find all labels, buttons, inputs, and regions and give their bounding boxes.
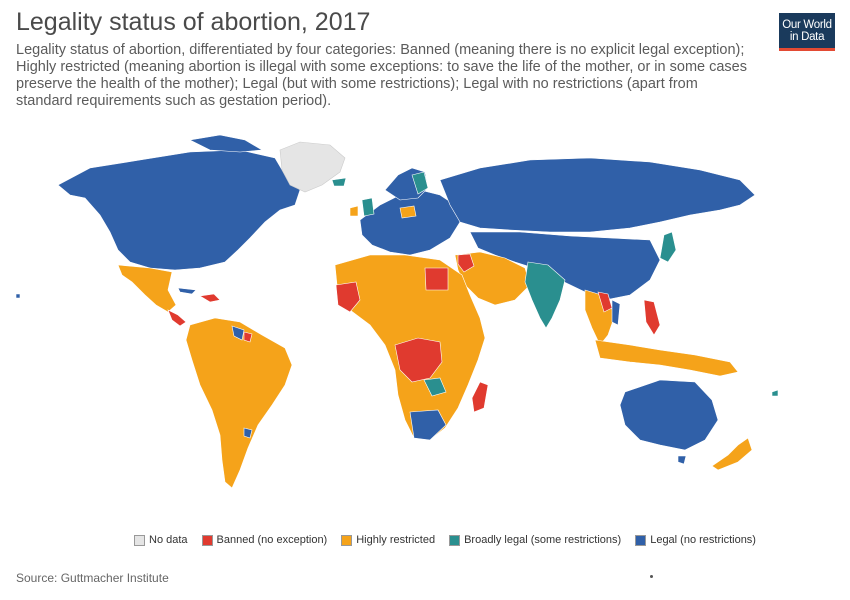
region-western-sahara[interactable] xyxy=(335,281,361,313)
region-canada-islands[interactable] xyxy=(189,134,263,153)
legend-swatch xyxy=(341,534,353,546)
legend-label: No data xyxy=(149,534,188,546)
region-greenland[interactable] xyxy=(279,141,346,193)
region-poland[interactable] xyxy=(399,205,417,219)
map-legend: No data Banned (no exception) Highly res… xyxy=(134,534,756,546)
region-uruguay[interactable] xyxy=(243,427,253,439)
decorative-dot xyxy=(650,575,653,578)
logo-line-2: in Data xyxy=(789,31,825,43)
region-caribbean[interactable] xyxy=(199,293,221,303)
region-indonesia[interactable] xyxy=(594,339,739,377)
region-japan[interactable] xyxy=(659,231,677,263)
region-india[interactable] xyxy=(524,261,566,329)
legend-label: Banned (no exception) xyxy=(216,534,328,546)
legend-item-no-data[interactable]: No data xyxy=(134,534,188,546)
region-egypt[interactable] xyxy=(424,267,449,291)
world-map xyxy=(15,134,779,489)
region-iraq[interactable] xyxy=(457,253,475,273)
region-south-africa[interactable] xyxy=(409,409,447,441)
region-south-america[interactable] xyxy=(185,317,293,489)
source-note: Source: Guttmacher Institute xyxy=(16,571,169,585)
region-russia[interactable] xyxy=(439,157,756,233)
region-iceland[interactable] xyxy=(331,177,347,187)
owid-logo[interactable]: Our World in Data xyxy=(779,13,835,51)
region-central-africa[interactable] xyxy=(394,337,443,383)
region-zambia[interactable] xyxy=(423,377,447,397)
region-finland[interactable] xyxy=(411,171,429,195)
chart-subtitle: Legality status of abortion, differentia… xyxy=(16,42,747,109)
legend-item-highly-restricted[interactable]: Highly restricted xyxy=(341,534,435,546)
legend-swatch xyxy=(635,534,647,546)
legend-item-legal[interactable]: Legal (no restrictions) xyxy=(635,534,756,546)
region-ireland[interactable] xyxy=(349,205,359,217)
legend-swatch xyxy=(201,534,213,546)
region-vietnam[interactable] xyxy=(611,299,621,326)
region-australia[interactable] xyxy=(619,379,719,451)
region-north-america[interactable] xyxy=(57,149,301,271)
logo-line-1: Our World xyxy=(782,19,832,31)
chart-title: Legality status of abortion, 2017 xyxy=(16,8,371,36)
legend-label: Highly restricted xyxy=(356,534,436,546)
legend-item-broadly-legal[interactable]: Broadly legal (some restrictions) xyxy=(449,534,621,546)
region-europe[interactable] xyxy=(359,189,461,256)
region-mexico[interactable] xyxy=(117,264,177,313)
legend-item-banned[interactable]: Banned (no exception) xyxy=(201,534,328,546)
region-pacific-island[interactable] xyxy=(771,389,779,397)
region-guyana-area[interactable] xyxy=(231,325,245,341)
region-madagascar[interactable] xyxy=(471,381,489,413)
legend-label: Broadly legal (some restrictions) xyxy=(464,534,622,546)
region-hawaii[interactable] xyxy=(15,293,21,299)
region-suriname[interactable] xyxy=(243,331,253,343)
legend-label: Legal (no restrictions) xyxy=(650,534,756,546)
region-central-america[interactable] xyxy=(167,309,187,327)
region-cuba[interactable] xyxy=(177,287,197,295)
region-tasmania[interactable] xyxy=(677,455,687,465)
region-philippines[interactable] xyxy=(643,299,661,336)
region-new-zealand[interactable] xyxy=(711,437,753,471)
legend-swatch xyxy=(449,534,461,546)
region-uk[interactable] xyxy=(361,197,375,217)
legend-swatch xyxy=(134,534,145,546)
